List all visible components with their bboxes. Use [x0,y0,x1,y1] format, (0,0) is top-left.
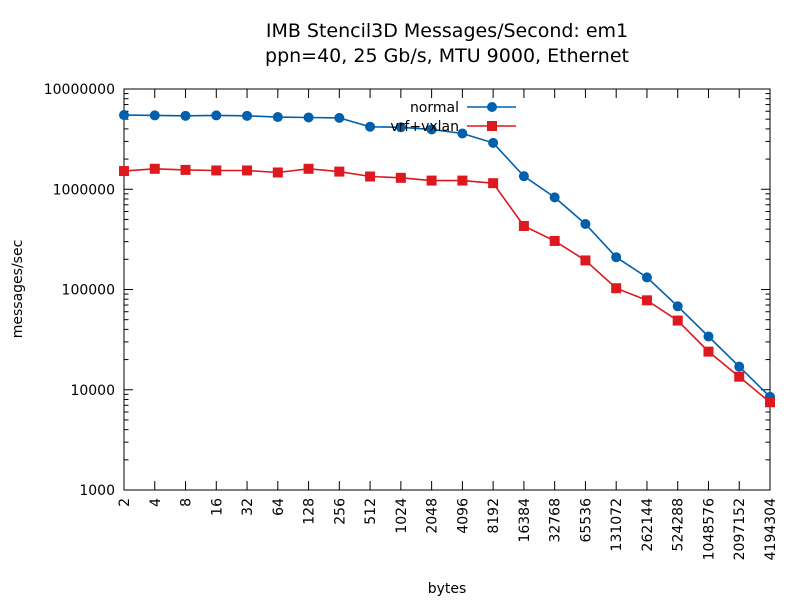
data-point [703,346,714,357]
x-axis: 2 4 8 16 32 64 128 256 512 1024 2048 4096 8192 16384 3… [117,89,779,560]
data-point [672,301,683,312]
data-point [242,110,253,121]
data-point [211,110,222,121]
data-point [580,219,591,230]
x-tick-label: 8 [179,498,195,507]
data-point [611,252,622,263]
y-tick-label: 10000 [70,383,115,399]
data-point [580,255,591,266]
x-tick-label: 2 [117,498,133,507]
data-point [149,110,160,121]
data-point [242,165,253,176]
data-point [549,235,560,246]
legend-label: normal [410,100,459,116]
data-point [641,272,652,283]
data-point [211,165,222,176]
data-point [180,110,191,121]
series-line-1 [123,114,771,398]
data-point [765,397,775,408]
data-point [395,172,406,183]
y-tick-label: 1000 [79,483,115,499]
data-point [426,175,437,186]
data-point [611,283,622,294]
data-point [488,178,499,189]
x-tick-label: 1048576 [702,498,718,560]
x-tick-label: 32768 [548,498,564,543]
x-tick-label: 16384 [517,498,533,543]
x-tick-label: 2097152 [732,498,748,560]
series-layer [119,110,775,408]
x-tick-label: 16 [209,498,225,516]
x-tick-label: 131072 [609,498,625,551]
x-tick-label: 32 [240,498,256,516]
legend-label: vrf+vxlan [390,119,459,135]
data-point [119,166,129,177]
data-point [426,124,437,135]
data-point [365,121,376,132]
data-point [734,371,745,382]
data-point [395,122,406,133]
data-point [303,163,314,174]
data-point [734,361,745,372]
data-point [334,166,345,177]
data-point [703,331,714,342]
data-point [672,315,683,326]
x-tick-label: 512 [363,498,379,525]
chart-subtitle: ppn=40, 25 Gb/s, MTU 9000, Ethernet [265,45,629,67]
x-tick-label: 64 [271,498,287,516]
data-point [119,110,129,121]
legend: normal vrf+vxlan [390,100,516,135]
data-point [488,137,499,148]
data-point [334,112,345,123]
data-point [149,163,160,174]
x-tick-label: 1024 [394,498,410,534]
x-tick-label: 4 [148,498,164,507]
x-axis-label: bytes [428,581,467,597]
x-tick-label: 2048 [425,498,441,534]
y-tick-label: 100000 [62,283,115,299]
data-point [180,164,191,175]
x-tick-label: 128 [302,498,318,525]
data-point [549,192,560,203]
plot-frame [123,88,771,491]
legend-marker [487,102,497,112]
x-tick-label: 262144 [640,498,656,552]
data-point [457,128,468,139]
x-tick-label: 4096 [455,498,471,534]
x-tick-label: 8192 [486,498,502,534]
data-point [303,112,314,123]
x-tick-label: 256 [332,498,348,525]
data-point [365,171,376,182]
data-point [641,295,652,306]
x-tick-label: 4194304 [763,498,779,560]
legend-marker [487,121,497,131]
y-tick-label: 10000000 [44,82,115,98]
y-tick-label: 1000000 [53,182,115,198]
y-axis: 1000 10000 100000 1000000 10000000 [44,82,770,499]
data-point [457,175,468,186]
chart-title: IMB Stencil3D Messages/Second: em1 [266,20,628,42]
data-point [272,112,283,123]
x-tick-label: 65536 [578,498,594,543]
y-axis-label: messages/sec [10,240,26,339]
data-point [518,171,529,182]
x-tick-label: 524288 [671,498,687,551]
data-point [518,220,529,231]
series-line-2 [123,167,771,403]
data-point [272,167,283,178]
